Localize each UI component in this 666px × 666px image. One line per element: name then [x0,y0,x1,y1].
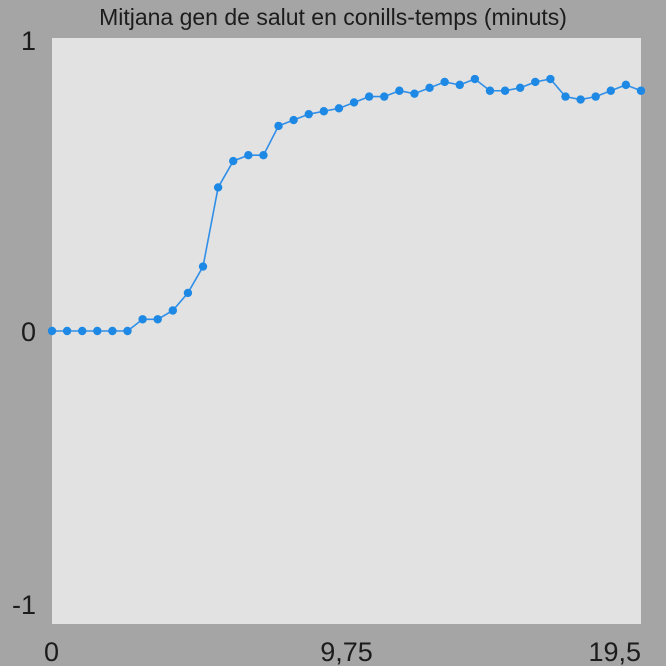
data-point [546,74,555,84]
data-point [289,115,298,125]
x-tick-label: 0 [44,637,59,666]
data-point [395,86,404,95]
data-point [485,86,495,95]
y-tick-label: 0 [21,317,36,347]
chart-title: Mitjana gen de salut en conills-temps (m… [99,4,567,30]
series-line [52,78,642,332]
data-point [621,80,631,90]
data-point [108,326,117,336]
data-point [425,83,434,93]
data-point [213,183,223,192]
data-point [47,326,57,336]
data-point [380,92,389,101]
data-point [455,80,464,90]
data-point [636,86,646,95]
data-point [364,92,374,101]
data-point [259,151,268,160]
y-tick-label: -1 [12,590,36,620]
data-point [500,86,510,95]
data-point [561,92,570,101]
data-point [153,315,162,324]
data-point [78,326,87,336]
data-point [123,326,132,336]
data-point [470,74,480,84]
data-point [168,306,178,315]
data-point [244,151,253,160]
data-point [591,92,600,101]
y-tick-label: 1 [21,26,36,56]
data-point [515,83,525,93]
data-point [334,104,344,113]
data-point [440,77,449,87]
data-point [183,288,193,298]
data-point [349,98,359,107]
data-point [531,77,540,87]
data-point [319,107,329,116]
data-point [229,156,238,166]
data-point [274,121,283,131]
data-point [576,95,585,104]
x-tick-label: 19,5 [588,637,641,666]
data-point [93,326,102,336]
data-point [138,315,147,324]
data-point [198,262,208,271]
data-point [410,89,419,98]
data-point [62,326,72,336]
data-point [606,86,615,95]
data-point [304,109,313,119]
plot-area [52,38,641,624]
x-tick-label: 9,75 [320,637,373,666]
